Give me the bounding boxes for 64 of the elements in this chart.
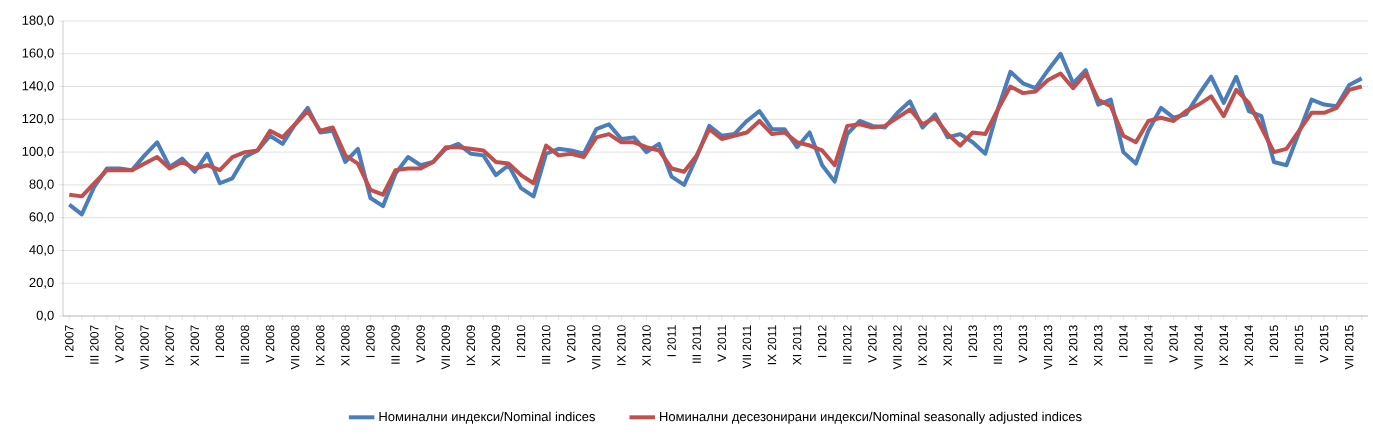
x-tick-label: V 2011: [717, 325, 727, 362]
x-tick-label: VII 2007: [140, 325, 149, 370]
x-tick-label: XI 2013: [1093, 325, 1103, 366]
x-tick-label: V 2015: [1319, 325, 1329, 363]
x-tick-label: I 2007: [65, 325, 74, 358]
x-tick-label: I 2013: [968, 325, 977, 358]
y-tick-label: 140,0: [22, 81, 54, 92]
x-tick-label: IX 2014: [1219, 325, 1228, 366]
y-tick-label: 0,0: [36, 310, 54, 322]
x-tick-label: V 2012: [868, 325, 877, 363]
y-tick-label: 160,0: [22, 48, 54, 60]
x-tick-label: I 2008: [215, 325, 225, 358]
x-tick-label: I 2012: [817, 325, 827, 358]
y-tick-label: 40,0: [29, 245, 54, 256]
legend-label: Номинални индекси/Nominal indices: [379, 411, 595, 424]
x-tick-label: I 2015: [1269, 325, 1279, 358]
x-tick-label: I 2014: [1119, 325, 1128, 358]
x-tick-label: VII 2009: [441, 325, 450, 370]
x-tick-label: V 2009: [416, 325, 425, 363]
x-tick-label: III 2010: [541, 325, 551, 364]
x-tick-label: III 2013: [993, 325, 1003, 364]
x-tick-label: XI 2014: [1244, 325, 1254, 366]
y-tick-label: 60,0: [29, 212, 54, 224]
x-tick-label: VII 2015: [1344, 325, 1354, 370]
x-tick-label: IX 2007: [165, 325, 174, 366]
x-tick-label: XI 2010: [642, 325, 651, 366]
x-tick-label: III 2007: [90, 325, 99, 364]
x-tick-label: III 2015: [1294, 325, 1304, 364]
x-tick-label: XI 2012: [943, 325, 952, 366]
x-tick-label: V 2010: [566, 325, 576, 363]
y-tick-label: 20,0: [29, 277, 54, 289]
y-tick-label: 100,0: [22, 146, 54, 158]
legend-label: Номинални десезонирани индекси/Nominal seasonally adjusted indices: [660, 411, 1082, 424]
x-tick-label: III 2011: [692, 325, 701, 363]
x-tick-label: I 2010: [516, 325, 526, 358]
x-tick-label: V 2014: [1169, 325, 1178, 363]
x-tick-label: IX 2013: [1068, 325, 1078, 366]
x-tick-label: I 2009: [366, 325, 375, 358]
x-tick-label: IX 2012: [918, 325, 927, 366]
x-tick-label: IX 2009: [466, 325, 476, 366]
y-tick-label: 180,0: [22, 15, 54, 27]
x-tick-label: VII 2008: [290, 325, 300, 370]
x-tick-label: III 2014: [1144, 325, 1153, 364]
x-tick-label: III 2008: [240, 325, 250, 364]
x-tick-label: V 2008: [265, 325, 275, 363]
x-tick-label: IX 2010: [617, 325, 626, 366]
x-tick-label: VII 2010: [592, 325, 601, 370]
x-tick-label: XI 2008: [341, 325, 350, 366]
x-tick-label: IX 2008: [315, 325, 325, 366]
x-tick-label: V 2007: [115, 325, 124, 363]
x-tick-label: I 2011: [667, 325, 676, 357]
x-tick-label: VII 2011: [742, 325, 752, 369]
x-tick-label: VII 2012: [893, 325, 902, 370]
x-tick-label: III 2009: [391, 325, 400, 364]
y-tick-label: 120,0: [22, 113, 54, 125]
x-tick-label: IX 2011: [767, 325, 777, 365]
x-tick-label: XI 2007: [190, 325, 200, 366]
x-tick-label: V 2013: [1018, 325, 1028, 363]
x-tick-label: XI 2011: [792, 325, 802, 365]
x-tick-label: VII 2013: [1043, 325, 1053, 370]
x-tick-label: VII 2014: [1194, 325, 1203, 370]
x-tick-label: XI 2009: [491, 325, 501, 366]
x-tick-label: III 2012: [843, 325, 852, 364]
y-tick-label: 80,0: [29, 179, 54, 191]
